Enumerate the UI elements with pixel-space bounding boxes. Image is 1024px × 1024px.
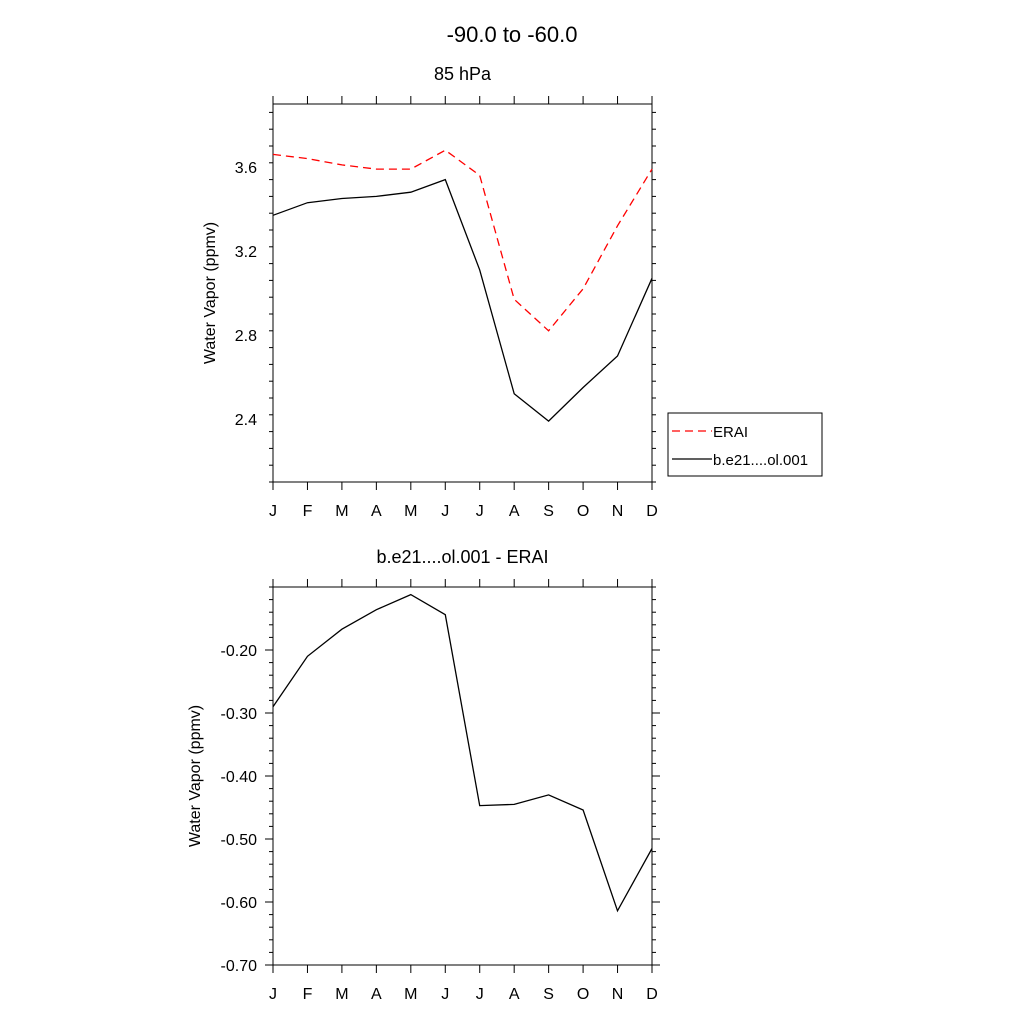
x-tick-label: N [612,986,624,1003]
x-tick-label: F [303,503,313,520]
x-tick-label: A [509,503,520,520]
x-tick-label: M [404,503,417,520]
legend-label: ERAI [713,424,748,441]
x-tick-label: S [543,986,554,1003]
x-tick-label: S [543,503,554,520]
x-tick-label: M [335,986,348,1003]
x-tick-label: A [371,986,382,1003]
y-tick-label: -0.30 [221,706,258,723]
series-line [272,149,653,332]
y-tick-label: 2.4 [235,412,257,429]
panel-title: 85 hPa [434,64,492,84]
y-axis-label: Water Vapor (ppmv) [187,705,204,847]
y-tick-label: -0.40 [221,769,258,786]
y-tick-label: -0.50 [221,832,258,849]
plot-frame [272,103,653,483]
y-tick-label: 3.6 [235,160,257,177]
y-tick-label: -0.60 [221,895,258,912]
x-tick-label: J [476,986,484,1003]
x-tick-label: J [476,503,484,520]
series-line [272,593,653,913]
x-tick-label: N [612,503,624,520]
x-tick-label: A [509,986,520,1003]
x-tick-label: O [577,986,589,1003]
series-line [272,178,653,422]
legend-box [667,412,823,477]
plot-frame [272,586,653,966]
x-tick-label: D [646,503,658,520]
y-tick-label: 2.8 [235,328,257,345]
chart-panel-2: J F M A M J J A S O N D -0.70 -0.60 -0.50 -0.40 -0.30 -0.… [187,547,660,1003]
y-tick-label: -0.70 [221,958,258,975]
x-tick-label: J [269,986,277,1003]
x-tick-label: O [577,503,589,520]
x-tick-label: F [303,986,313,1003]
y-tick-label: -0.20 [221,643,258,660]
figure-title: -90.0 to -60.0 [447,22,578,47]
y-axis-label: Water Vapor (ppmv) [202,222,219,364]
x-tick-label: J [441,503,449,520]
x-tick-label: D [646,986,658,1003]
legend: ERAI b.e21....ol.001 [667,412,823,477]
x-tick-label: M [335,503,348,520]
x-tick-label: M [404,986,417,1003]
panel-title: b.e21....ol.001 - ERAI [376,547,548,567]
x-tick-label: J [269,503,277,520]
x-tick-label: J [441,986,449,1003]
chart-panel-1: J F M A M J J A S O N D 2.4 2.8 3.2 3.6 85 hPa Water Vapo… [202,64,823,520]
legend-label: b.e21....ol.001 [713,452,808,469]
y-tick-label: 3.2 [235,244,257,261]
x-tick-label: A [371,503,382,520]
